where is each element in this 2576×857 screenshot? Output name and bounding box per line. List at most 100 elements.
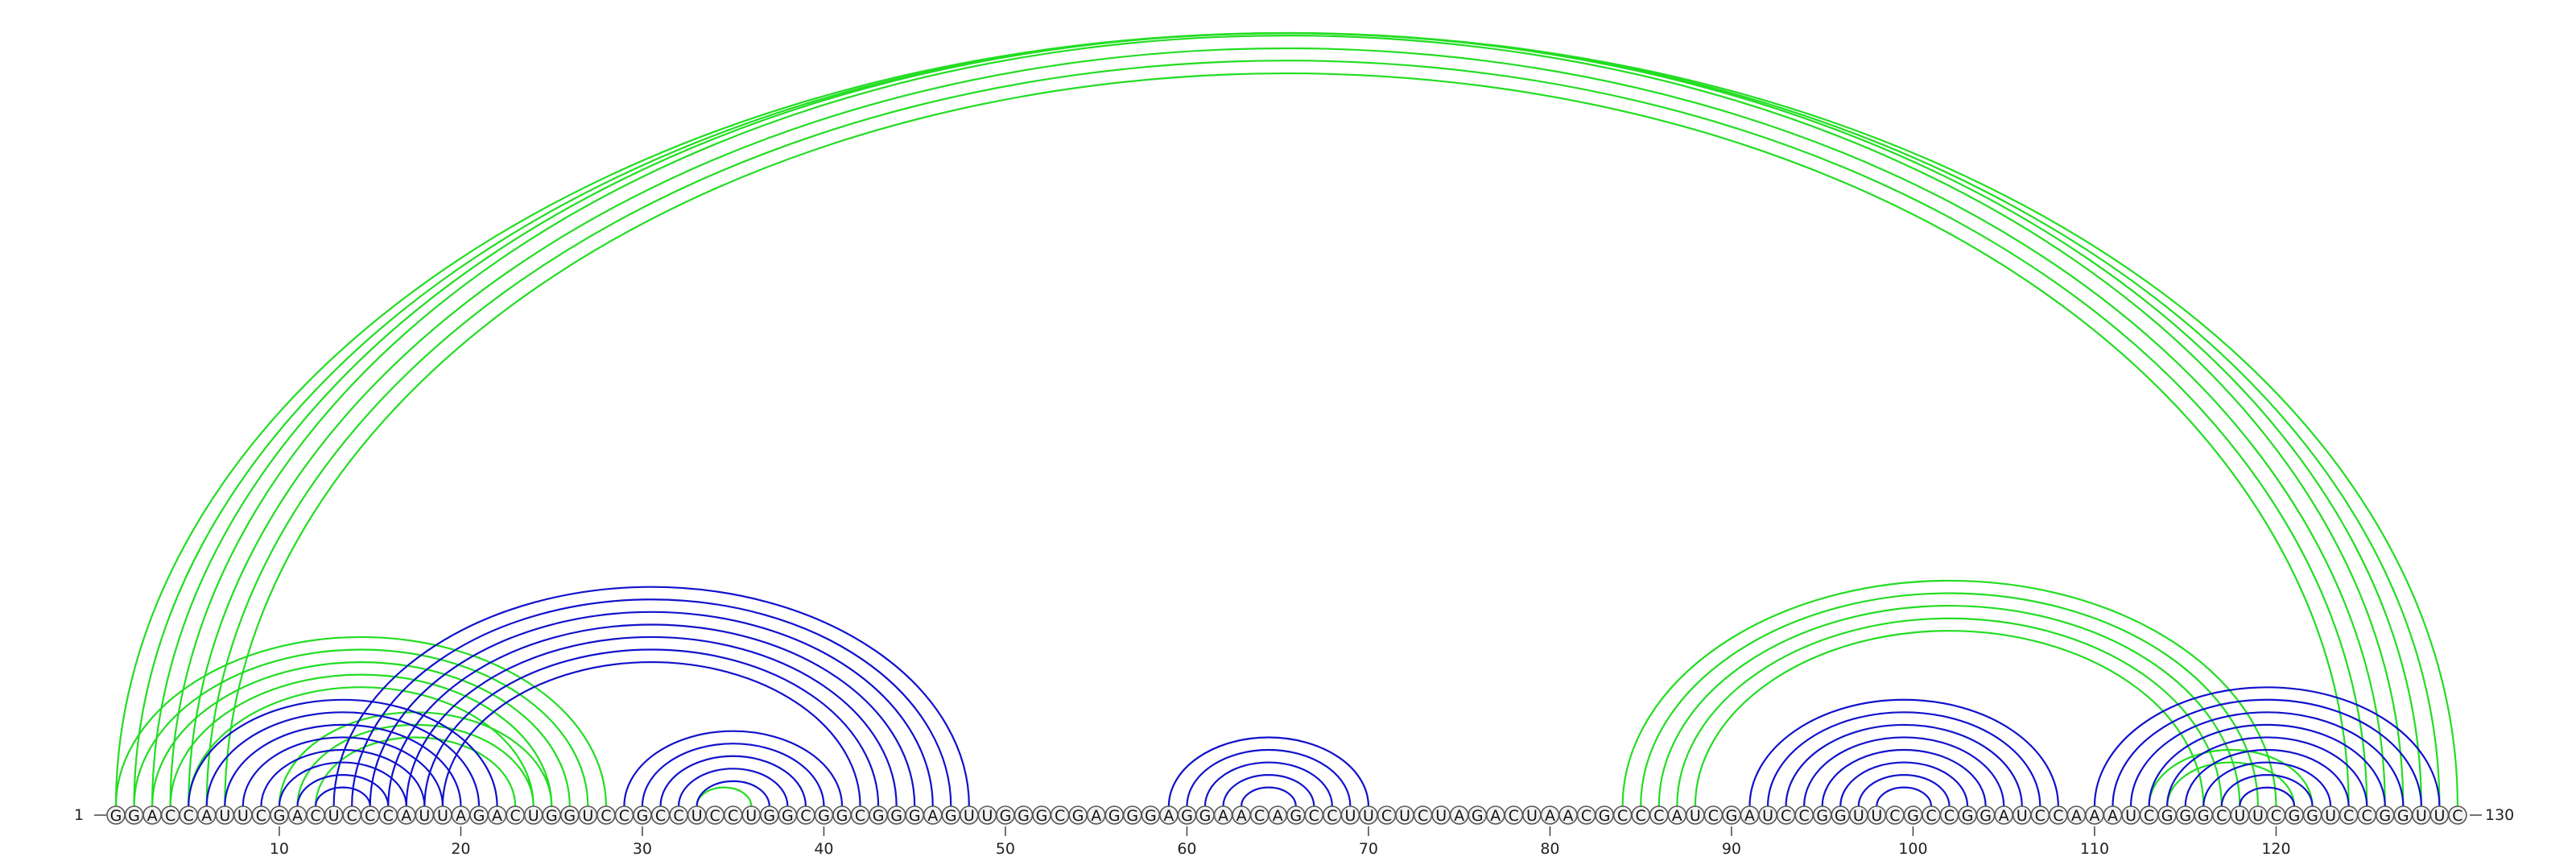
blue-arc-92-107 — [1766, 711, 2041, 807]
tick-label-60: 60 — [1177, 840, 1196, 857]
tick-group: 10 20 30 40 50 60 70 80 90 100 110 120 — [270, 826, 2291, 857]
blue-arc-9-18 — [260, 748, 426, 807]
green-arc-113-122 — [2148, 748, 2314, 807]
end-label: 130 — [2485, 806, 2514, 824]
nucleotide-letter-63: A — [1236, 807, 1247, 825]
green-arc-2-27 — [133, 648, 589, 807]
nucleotide-letter-115: G — [2179, 807, 2191, 825]
nucleotide-letter-11: A — [292, 807, 303, 825]
nucleotide-letter-6: A — [201, 807, 212, 825]
tick-label-20: 20 — [451, 840, 470, 857]
nucleotide-letter-100: G — [1907, 807, 1919, 825]
nucleotide-letter-64: C — [1254, 807, 1265, 825]
blue-arc-31-39 — [659, 755, 807, 807]
nucleotide-letter-1: G — [110, 807, 122, 825]
green-arc-3-26 — [151, 661, 571, 807]
nucleotide-letter-77: A — [1490, 807, 1501, 825]
green-arc-4-127 — [169, 35, 2405, 807]
nucleotide-letter-29: C — [619, 807, 630, 825]
nucleotide-letter-49: U — [981, 807, 993, 825]
nucleotide-letter-93: C — [1781, 807, 1791, 825]
nucleotide-letter-124: C — [2343, 807, 2354, 825]
green-arc-114-121 — [2166, 761, 2296, 807]
nucleotide-letter-128: U — [2416, 807, 2427, 825]
nucleotide-letter-97: U — [1853, 807, 1864, 825]
nucleotide-letter-23: C — [510, 807, 520, 825]
blue-arc-94-105 — [1803, 736, 2005, 807]
nucleotide-letter-112: U — [2125, 807, 2136, 825]
nucleotide-letter-110: A — [2089, 807, 2099, 825]
nucleotide-letter-84: C — [1617, 807, 1628, 825]
green-arc-86-118 — [1657, 604, 2241, 807]
nucleotide-letter-35: C — [728, 807, 738, 825]
nucleotide-letter-98: U — [1871, 807, 1882, 825]
nucleotide-letter-54: G — [1072, 807, 1084, 825]
blue-arc-16-45 — [387, 623, 916, 807]
nucleotide-letter-91: A — [1744, 807, 1755, 825]
nucleotide-letter-123: U — [2325, 807, 2336, 825]
nucleotide-letter-46: A — [927, 807, 938, 825]
nucleotide-letter-130: C — [2452, 807, 2462, 825]
tick-label-10: 10 — [270, 840, 289, 857]
nucleotide-letter-24: U — [528, 807, 539, 825]
nucleotide-letter-95: G — [1816, 807, 1828, 825]
blue-arc-15-46 — [369, 611, 934, 807]
nucleotide-letter-3: A — [147, 807, 158, 825]
green-arc-87-117 — [1676, 617, 2223, 807]
nucleotide-letter-22: A — [492, 807, 502, 825]
nucleotide-letter-89: C — [1708, 807, 1719, 825]
nucleotide-letter-61: G — [1199, 807, 1212, 825]
nucleotide-letter-81: A — [1563, 807, 1574, 825]
green-arc-6-125 — [205, 60, 2368, 807]
nucleotide-letter-59: A — [1163, 807, 1174, 825]
nucleotide-letter-9: C — [256, 807, 266, 825]
blue-arc-17-44 — [405, 636, 898, 807]
nucleotide-letter-109: A — [2071, 807, 2082, 825]
nucleotide-letter-86: C — [1653, 807, 1664, 825]
nucleotide-letter-73: C — [1418, 807, 1428, 825]
tick-label-110: 110 — [2080, 840, 2109, 857]
blue-arc-98-101 — [1876, 786, 1933, 807]
nucleotide-letter-27: U — [582, 807, 593, 825]
nucleotide-letter-34: C — [710, 807, 720, 825]
tick-label-50: 50 — [996, 840, 1015, 857]
nucleotide-letter-108: C — [2053, 807, 2063, 825]
nucleotide-letter-25: G — [546, 807, 558, 825]
nucleotide-letter-103: G — [1962, 807, 1974, 825]
nucleotide-letter-43: G — [873, 807, 885, 825]
nucleotide-letter-85: C — [1636, 807, 1646, 825]
nucleotide-letter-26: G — [564, 807, 576, 825]
nucleotide-letter-119: U — [2252, 807, 2264, 825]
green-arc-84-120 — [1621, 579, 2277, 807]
blue-arc-13-48 — [332, 586, 970, 807]
nucleotide-letter-126: G — [2379, 807, 2391, 825]
nucleotide-letter-105: A — [1999, 807, 2009, 825]
nucleotide-letter-102: C — [1944, 807, 1955, 825]
nucleotide-letter-101: C — [1926, 807, 1936, 825]
nucleotide-letter-74: U — [1435, 807, 1447, 825]
nucleotide-letter-117: C — [2216, 807, 2227, 825]
nucleotide-letter-44: G — [890, 807, 902, 825]
tick-label-90: 90 — [1722, 840, 1741, 857]
nucleotide-letter-12: C — [310, 807, 320, 825]
nucleotide-letter-79: U — [1526, 807, 1538, 825]
nucleotide-letter-14: C — [347, 807, 357, 825]
nucleotide-letter-71: C — [1381, 807, 1392, 825]
blue-arc-110-129 — [2093, 686, 2441, 807]
tick-label-120: 120 — [2261, 840, 2290, 857]
nucleotide-letter-67: C — [1309, 807, 1319, 825]
nucleotide-letter-88: U — [1690, 807, 1701, 825]
nucleotide-letter-39: C — [800, 807, 811, 825]
nucleotide-letter-118: U — [2234, 807, 2245, 825]
nucleotide-letter-56: G — [1108, 807, 1121, 825]
nucleotide-letter-8: U — [237, 807, 249, 825]
blue-arc-95-104 — [1821, 748, 1987, 807]
nucleotide-letter-30: G — [637, 807, 649, 825]
sequence-backbone: 1 130 — [74, 806, 2514, 824]
nucleotide-letter-41: G — [836, 807, 848, 825]
nucleotide-letter-52: G — [1036, 807, 1048, 825]
blue-arc-6-21 — [205, 711, 481, 807]
nucleotide-letter-90: G — [1726, 807, 1738, 825]
